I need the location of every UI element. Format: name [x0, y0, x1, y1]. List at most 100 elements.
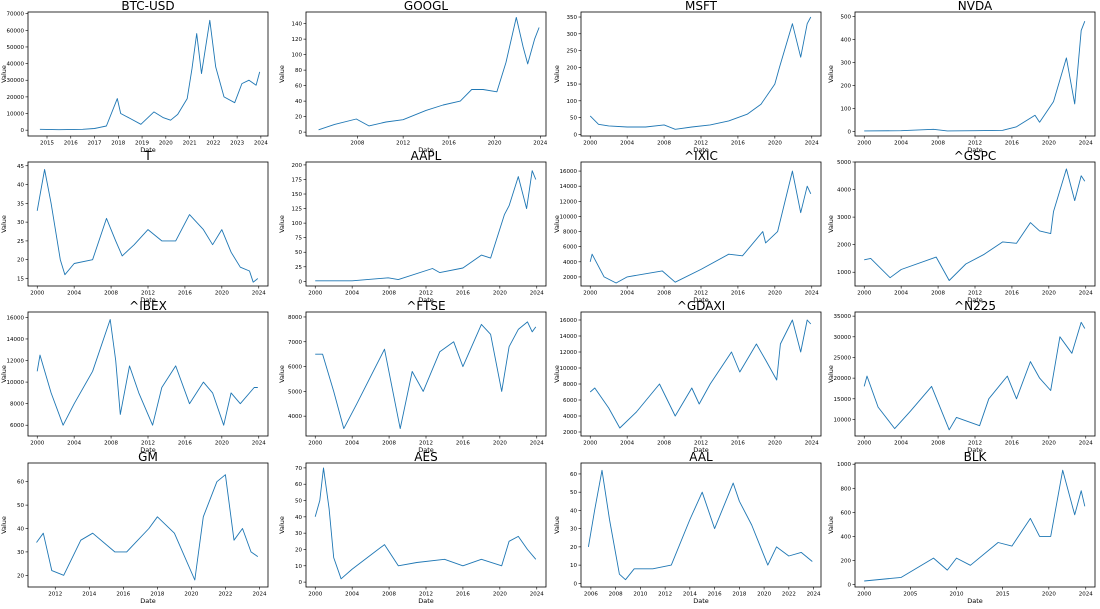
x-tick-label: 2024: [1079, 592, 1093, 598]
x-tick-label: 2016: [116, 592, 130, 598]
y-tick-label: 10000: [7, 380, 25, 386]
chart-title: AES: [414, 450, 437, 464]
y-tick-label: 200: [292, 163, 303, 169]
y-tick-label: 6000: [10, 423, 24, 429]
y-tick-label: 10: [295, 564, 302, 570]
y-tick-label: 50: [295, 250, 302, 256]
chart-title: BLK: [964, 450, 988, 464]
y-axis-label: Value: [553, 65, 561, 83]
x-tick-label: 2020: [1042, 141, 1056, 147]
y-tick-label: 40: [295, 515, 302, 521]
y-axis-label: Value: [0, 65, 8, 83]
y-tick-label: 4000: [288, 414, 302, 420]
y-tick-label: 200: [567, 65, 578, 71]
subplot-nvda: NVDA 2000 2004 2008 2012 2016 2020 2024 0 100 200 3…: [827, 0, 1096, 154]
y-tick-label: 8000: [563, 230, 577, 236]
y-tick-label: 0: [574, 132, 578, 138]
x-tick-label: 2000: [308, 441, 322, 447]
x-tick-label: 2024: [530, 592, 544, 598]
x-tick-label: 2020: [768, 291, 782, 297]
x-tick-label: 2016: [442, 141, 456, 147]
x-tick-label: 2004: [345, 592, 359, 598]
y-tick-label: 40: [17, 183, 24, 189]
y-tick-label: 80: [295, 68, 302, 74]
y-tick-label: 10000: [560, 214, 578, 220]
y-tick-label: 20: [570, 545, 577, 551]
x-tick-label: 2004: [67, 441, 81, 447]
y-tick-label: 15000: [834, 397, 852, 403]
x-tick-label: 2016: [64, 141, 78, 147]
y-tick-label: 20: [17, 573, 24, 579]
x-tick-label: 2012: [419, 441, 433, 447]
x-tick-label: 2020: [488, 141, 502, 147]
plot-frame: [27, 311, 269, 437]
y-tick-label: 20: [295, 547, 302, 553]
y-tick-label: 10000: [834, 417, 852, 423]
y-tick-label: 60: [295, 84, 302, 90]
y-tick-label: 6000: [563, 245, 577, 251]
x-tick-label: 2016: [1005, 141, 1019, 147]
plot-frame: [854, 462, 1096, 588]
chart-title: T: [143, 149, 152, 163]
y-tick-label: 50: [570, 116, 577, 122]
y-tick-label: 100: [292, 53, 303, 59]
series-line: [314, 467, 537, 580]
x-tick-label: 2016: [178, 441, 192, 447]
chart-title: ^GDAXI: [677, 299, 725, 313]
x-tick-label: 2016: [178, 291, 192, 297]
subplot-gdaxi: ^GDAXI 2000 2004 2008 2012 2016 2020 2024 2000 40…: [553, 299, 822, 454]
x-tick-label: 2000: [857, 141, 871, 147]
y-axis-label: Value: [553, 516, 561, 534]
y-tick-label: 20: [295, 115, 302, 121]
x-tick-label: 2012: [141, 291, 155, 297]
y-axis-label: Value: [553, 365, 561, 383]
x-tick-label: 2008: [382, 291, 396, 297]
x-tick-label: 2024: [1079, 141, 1093, 147]
y-tick-label: 150: [292, 192, 303, 198]
y-tick-label: 100: [292, 221, 303, 227]
x-tick-label: 2000: [583, 441, 597, 447]
x-tick-label: 2008: [350, 141, 364, 147]
y-tick-label: 14000: [560, 334, 578, 340]
x-tick-label: 2020: [757, 592, 771, 598]
chart-title: ^IBEX: [129, 299, 167, 313]
y-tick-label: 5000: [837, 160, 851, 166]
y-tick-label: 2000: [837, 243, 851, 249]
y-tick-label: 40: [570, 508, 577, 514]
x-tick-label: 2012: [419, 592, 433, 598]
plot-frame: [580, 11, 822, 137]
y-tick-label: 12000: [7, 359, 25, 365]
x-tick-label: 2004: [345, 291, 359, 297]
x-tick-label: 2020: [1042, 441, 1056, 447]
x-axis-label: Date: [693, 446, 709, 454]
x-tick-label: 2020: [215, 291, 229, 297]
subplot-blk: BLK 2000 2005 2010 2015 2020 2024 0 200 400 600 800…: [827, 450, 1096, 605]
y-tick-label: 20000: [7, 95, 25, 101]
y-axis-label: Value: [827, 516, 835, 534]
y-tick-label: 4000: [563, 260, 577, 266]
x-tick-label: 2000: [583, 141, 597, 147]
series-line: [315, 170, 537, 282]
y-tick-label: 300: [841, 61, 852, 67]
subplot-ftse: ^FTSE 2000 2004 2008 2012 2016 2020 2024 4000 500…: [278, 299, 547, 454]
chart-title: NVDA: [958, 0, 993, 13]
series-line: [318, 16, 540, 131]
series-line: [36, 474, 259, 581]
x-tick-label: 2020: [493, 291, 507, 297]
y-tick-label: 140: [292, 22, 303, 28]
x-tick-label: 2016: [731, 291, 745, 297]
x-tick-label: 2015: [40, 141, 54, 147]
y-tick-label: 250: [567, 49, 578, 55]
x-tick-label: 2014: [683, 592, 697, 598]
plot-frame: [27, 161, 269, 287]
y-tick-label: 7000: [288, 340, 302, 346]
y-tick-label: 25000: [834, 355, 852, 361]
series-line: [315, 321, 537, 430]
y-tick-label: 30: [570, 527, 577, 533]
subplot-t: T 2000 2004 2008 2012 2016 2020 2024 15 20 25 30 35 4…: [0, 149, 269, 304]
y-tick-label: 70: [295, 466, 302, 472]
y-tick-label: 100: [567, 99, 578, 105]
x-tick-label: 2020: [159, 141, 173, 147]
y-tick-label: 10: [570, 563, 577, 569]
